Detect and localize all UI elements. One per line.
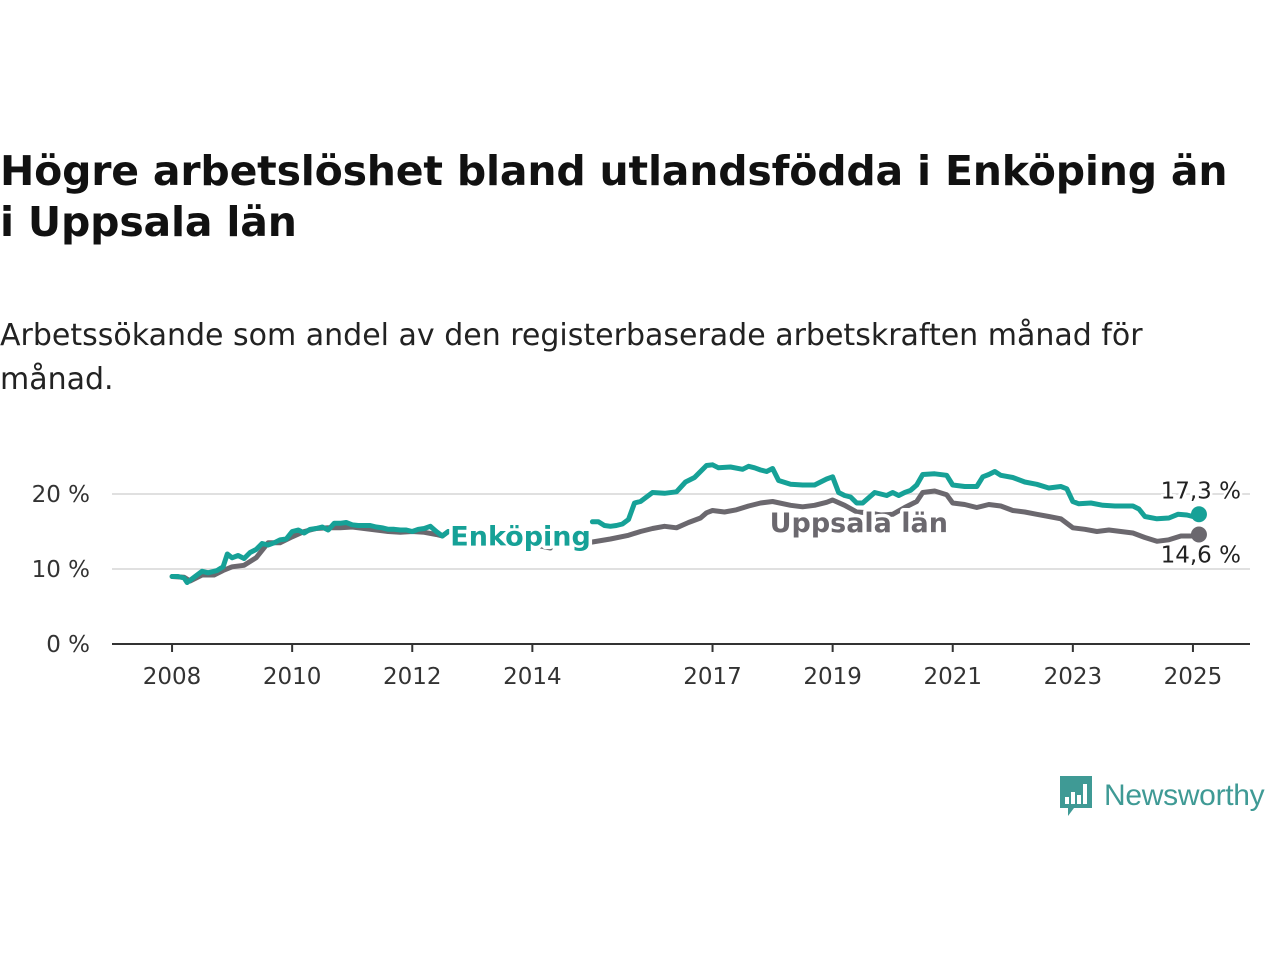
- x-tick-label: 2008: [143, 664, 202, 690]
- x-axis: 2008 2010 2012 2014 2017 2019 2021 2023 2025: [112, 643, 1250, 690]
- x-tick-label: 2012: [383, 664, 442, 690]
- end-value-label: 14,6 %: [1161, 543, 1241, 569]
- chart-title: Högre arbetslöshet bland utlandsfödda i …: [0, 147, 1228, 246]
- y-tick-label: 10 %: [32, 557, 90, 583]
- series-0: [169, 462, 1207, 585]
- series-labels: Enköping Uppsala län 17,3 % 14,6 %: [447, 476, 1244, 571]
- x-tick-label: 2019: [803, 664, 862, 690]
- series-line: [169, 520, 451, 585]
- newsworthy-logo: Newsworthy: [1058, 772, 1265, 820]
- y-axis: 0 % 10 % 20 %: [32, 482, 90, 658]
- series-1: [169, 488, 1207, 584]
- series-line: [589, 462, 1202, 529]
- y-tick-label: 20 %: [32, 482, 90, 508]
- x-tick-label: 2017: [683, 664, 742, 690]
- series-end-point: [1190, 526, 1207, 543]
- chart-subtitle: Arbetssökande som andel av den registerb…: [0, 318, 1143, 397]
- series-name-label: Enköping: [450, 521, 591, 552]
- x-tick-label: 2014: [503, 664, 562, 690]
- series-line: [529, 488, 1202, 551]
- x-tick-label: 2021: [923, 664, 982, 690]
- series-lines: [169, 462, 1207, 585]
- y-tick-label: 0 %: [46, 632, 90, 658]
- bar-chart-speech-bubble-icon: [1060, 776, 1092, 816]
- x-tick-label: 2023: [1044, 664, 1103, 690]
- x-tick-label: 2010: [263, 664, 322, 690]
- series-end-point: [1190, 506, 1207, 523]
- x-tick-label: 2025: [1164, 664, 1223, 690]
- brand-name: Newsworthy: [1104, 779, 1265, 812]
- series-name-label: Uppsala län: [770, 508, 948, 539]
- gridlines: [112, 493, 1250, 570]
- end-value-label: 17,3 %: [1161, 478, 1241, 504]
